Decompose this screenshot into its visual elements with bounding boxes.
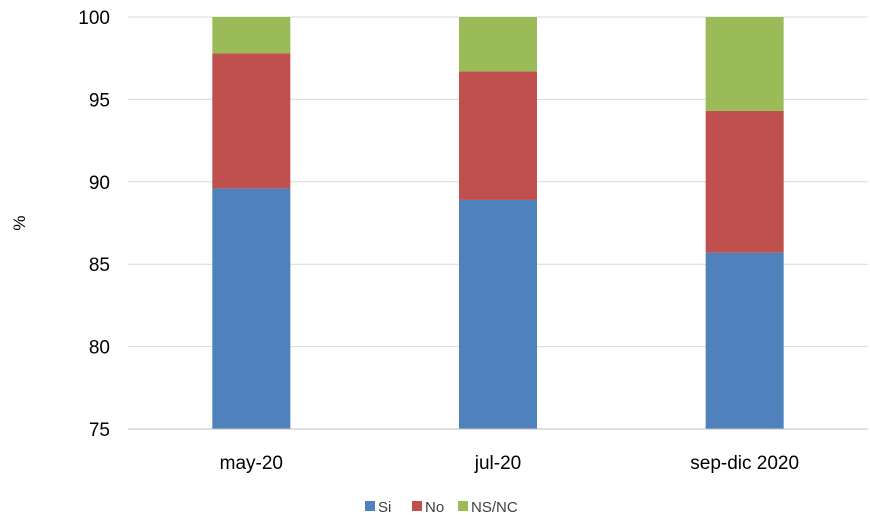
y-tick-label: 100 (78, 8, 110, 29)
y-tick-label: 75 (89, 420, 110, 441)
y-tick-label: 95 (89, 90, 110, 111)
legend-swatch (458, 501, 468, 511)
bar-segment-si (212, 188, 291, 429)
x-tick-label: jul-20 (474, 453, 521, 474)
y-tick-label: 90 (89, 173, 110, 194)
x-tick-label: may-20 (220, 453, 283, 474)
y-tick-label: 85 (89, 255, 110, 276)
x-tick-label: sep-dic 2020 (690, 453, 799, 474)
legend-swatch (412, 501, 422, 511)
legend: Si No NS/NC (365, 499, 518, 516)
legend-label: NS/NC (471, 499, 518, 516)
bar-segment-si (459, 199, 537, 429)
y-tick-labels: 75 80 85 90 95 100 (78, 8, 110, 441)
bar-segment-ns-nc (459, 17, 537, 72)
bar-segment-si (705, 252, 784, 429)
legend-label: Si (378, 499, 391, 516)
bars (212, 17, 784, 429)
bar-segment-ns-nc (212, 17, 291, 54)
y-axis-title: % (10, 215, 29, 230)
bar-segment-no (705, 110, 784, 253)
bar-segment-no (459, 71, 537, 200)
bar-segment-ns-nc (705, 17, 784, 111)
legend-label: No (425, 499, 444, 516)
legend-swatch (365, 501, 375, 511)
y-tick-label: 80 (89, 338, 110, 359)
bar-segment-no (212, 53, 291, 189)
x-tick-labels: may-20 jul-20 sep-dic 2020 (220, 453, 799, 474)
